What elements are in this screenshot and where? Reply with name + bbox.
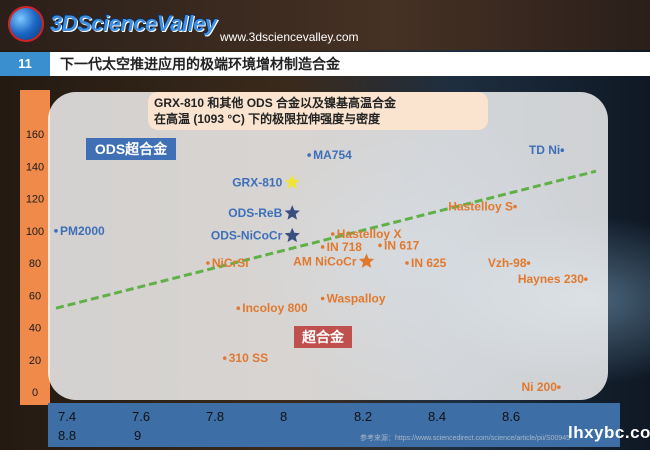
x-tick-label: 8 xyxy=(280,409,287,424)
plot-panel xyxy=(48,92,608,400)
data-point xyxy=(307,153,311,157)
source-note: 参考来源：https://www.sciencedirect.com/scien… xyxy=(360,435,571,442)
y-tick-labels: 0 20 40 60 80 100 120 140 160 xyxy=(26,129,44,399)
chart-subtitle: 在高温 (1093 °C) 下的极限拉伸强度与密度 xyxy=(154,111,381,126)
data-point xyxy=(560,148,565,153)
slide-number: 11 xyxy=(0,52,50,76)
point-label: Vzh-98 xyxy=(488,256,527,270)
y-tick-label: 0 xyxy=(32,387,38,399)
y-tick-label: 120 xyxy=(26,194,44,206)
y-tick-label: 160 xyxy=(26,129,44,141)
data-point xyxy=(584,277,588,281)
star-marker xyxy=(284,227,300,243)
data-point xyxy=(405,261,409,265)
group-label-box xyxy=(294,326,352,348)
point-label: Waspalloy xyxy=(327,292,386,306)
website-url: www.3dsciencevalley.com xyxy=(220,30,359,44)
group-label: ODS超合金 xyxy=(95,141,168,157)
chart-title: GRX-810 和其他 ODS 合金以及镍基高温合金 xyxy=(154,95,397,110)
y-tick-label: 20 xyxy=(29,355,41,367)
point-label: ODS-ReB xyxy=(228,206,282,220)
star-marker xyxy=(284,174,300,189)
point-label: IN 617 xyxy=(384,238,420,252)
point-label: GRX-810 xyxy=(232,175,282,189)
point-label: Ni 200 xyxy=(522,380,558,394)
point-label: NiCrSi xyxy=(212,256,249,270)
y-tick-label: 80 xyxy=(29,258,41,270)
data-point xyxy=(320,296,325,301)
title-bar xyxy=(0,52,650,76)
watermark: lhxybc.com xyxy=(568,423,650,442)
point-label: MA754 xyxy=(313,148,352,162)
x-tick-label: 8.4 xyxy=(428,409,446,424)
trend-line xyxy=(55,169,597,310)
x-tick-label: 8.6 xyxy=(502,409,520,424)
point-label: IN 718 xyxy=(327,240,363,254)
x-tick-label: 8.8 xyxy=(58,428,76,443)
point-label: Hastelloy X xyxy=(337,227,402,241)
point-label: 310 SS xyxy=(229,351,268,365)
x-tick-label: 7.4 xyxy=(58,409,76,424)
group-label: 超合金 xyxy=(301,329,345,345)
globe-logo-icon xyxy=(8,6,44,42)
star-marker xyxy=(284,205,300,220)
data-point xyxy=(557,385,561,389)
data-point xyxy=(513,204,517,209)
star-marker xyxy=(358,253,375,268)
header-bar xyxy=(0,0,650,50)
chart-title-box xyxy=(148,92,488,130)
point-label: TD Ni xyxy=(529,143,560,157)
x-tick-labels: 7.4 7.6 7.8 8 8.2 8.4 8.6 8.8 9 xyxy=(58,409,520,443)
logo-text: 3DScienceValley xyxy=(50,11,217,36)
x-tick-label: 9 xyxy=(134,428,141,443)
point-label: ODS-NiCoCr xyxy=(211,229,283,243)
data-point xyxy=(222,356,227,360)
y-tick-label: 100 xyxy=(26,226,44,238)
x-axis-strip xyxy=(48,403,620,447)
y-tick-label: 140 xyxy=(26,161,44,173)
point-label: AM NiCoCr xyxy=(293,254,357,268)
x-tick-label: 8.2 xyxy=(354,409,372,424)
data-point xyxy=(526,261,531,265)
point-label: PM2000 xyxy=(60,224,105,238)
slide-title: 下一代太空推进应用的极端环境增材制造合金 xyxy=(60,56,340,72)
point-label: Haynes 230 xyxy=(518,272,584,286)
logo: 3DScienceValley xyxy=(8,6,217,42)
y-axis-strip xyxy=(20,90,50,405)
point-label: IN 625 xyxy=(411,256,447,270)
data-point xyxy=(236,306,241,310)
data-point xyxy=(206,261,210,265)
y-tick-label: 60 xyxy=(29,290,41,302)
point-label: Incoloy 800 xyxy=(242,301,308,315)
data-points: PM2000 MA754 GRX-810 ODS-ReB ODS-NiCoCr TD Ni… xyxy=(54,143,588,394)
y-tick-label: 40 xyxy=(29,323,41,335)
x-tick-label: 7.8 xyxy=(206,409,224,424)
data-point xyxy=(54,229,58,233)
data-point xyxy=(378,243,382,248)
data-point xyxy=(320,245,325,249)
group-label-box xyxy=(86,138,176,160)
x-tick-label: 7.6 xyxy=(132,409,150,424)
point-label: Hastelloy S xyxy=(448,200,513,214)
data-point xyxy=(330,232,335,236)
